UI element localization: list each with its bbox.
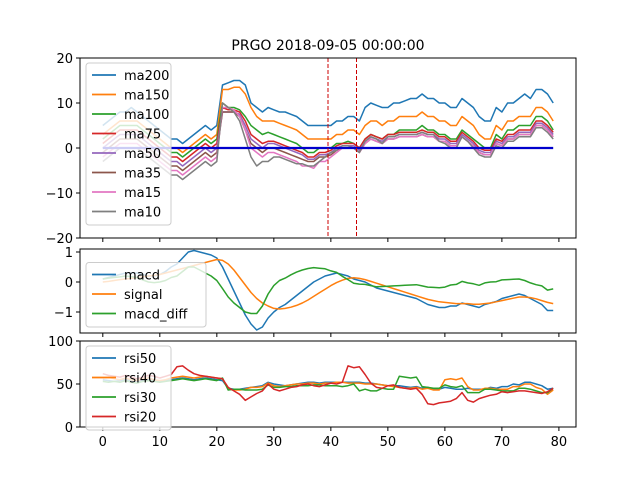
x-tick-label: 40: [323, 435, 340, 450]
panel-middle: 1 0 −1 macd signal macd_diff: [54, 246, 577, 337]
y-tick-label: 10: [56, 97, 73, 112]
legend-bottom: rsi50 rsi40 rsi30 rsi20: [85, 345, 172, 431]
legend-label-ma15: ma15: [124, 186, 161, 201]
plot-area-top: [102, 58, 554, 238]
y-tick-label: −1: [54, 306, 73, 321]
x-tick-label: 50: [380, 435, 397, 450]
legend-label-ma10: ma10: [124, 206, 161, 221]
x-tick-label: 10: [152, 435, 169, 450]
legend-label-ma50: ma50: [124, 147, 161, 162]
series-line-rsi30: [102, 375, 554, 394]
plot-area-bottom: [102, 365, 554, 406]
y-tick-label: −20: [46, 232, 73, 247]
y-tick-label: 1: [65, 246, 73, 261]
y-tick-label: −10: [46, 187, 73, 202]
y-tick-label: 0: [65, 142, 73, 157]
legend-label-rsi40: rsi40: [124, 372, 156, 387]
y-tick-label: 50: [56, 378, 73, 393]
x-tick-label: 60: [437, 435, 454, 450]
x-tick-label: 20: [209, 435, 226, 450]
legend-label-rsi20: rsi20: [124, 411, 156, 426]
legend-label-macd_diff: macd_diff: [124, 308, 188, 323]
legend-label-rsi30: rsi30: [124, 391, 156, 406]
legend-middle: macd signal macd_diff: [85, 262, 207, 328]
x-tick-label: 70: [494, 435, 511, 450]
y-tick-label: 20: [56, 52, 73, 67]
legend-label-ma150: ma150: [124, 89, 169, 104]
x-tick-label: 80: [551, 435, 568, 450]
legend-label-signal: signal: [124, 288, 162, 303]
x-tick-label: 0: [99, 435, 107, 450]
legend-box: [85, 262, 207, 328]
series-line-ma15: [102, 106, 554, 176]
legend-label-rsi50: rsi50: [124, 352, 156, 367]
y-tick-label: 0: [65, 421, 73, 436]
chart-panels: 20100−10−20ma200ma150ma100ma75ma50ma35ma…: [46, 52, 577, 450]
legend-label-ma75: ma75: [124, 128, 161, 143]
y-tick-label: 100: [48, 335, 73, 350]
legend-box: [85, 345, 172, 431]
legend-label-ma35: ma35: [124, 167, 161, 182]
series-line-rsi40: [102, 375, 554, 396]
chart-title: PRGO 2018-09-05 00:00:00: [231, 38, 424, 54]
series-line-rsi50: [102, 377, 554, 390]
panel-top: 20100−10−20ma200ma150ma100ma75ma50ma35ma…: [46, 52, 577, 247]
series-line-ma50: [102, 111, 554, 167]
legend-top: ma200 ma150 ma100 ma75 ma50 ma35 ma15 ma10: [85, 62, 172, 226]
legend-label-ma200: ma200: [124, 69, 169, 84]
legend-label-macd: macd: [124, 269, 160, 284]
x-tick-label: 30: [266, 435, 283, 450]
legend-box: [85, 62, 172, 226]
legend-label-ma100: ma100: [124, 108, 169, 123]
y-tick-label: 0: [65, 276, 73, 291]
series-line-rsi20: [102, 365, 554, 406]
axes-frame-middle: [79, 248, 577, 334]
